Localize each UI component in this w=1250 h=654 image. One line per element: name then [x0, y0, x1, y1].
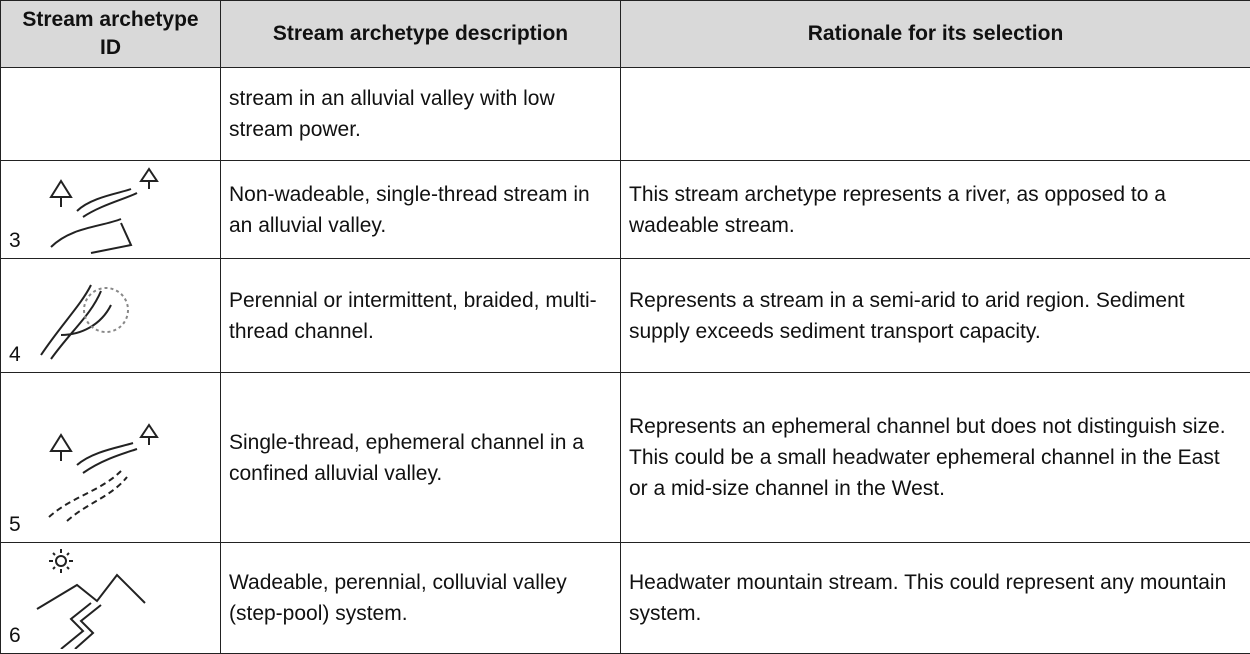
rationale-cell: Represents a stream in a semi-arid to ar… — [621, 259, 1250, 373]
header-cell: Stream archetype description — [221, 1, 621, 68]
row: 6 Wadeable, perennial, colluvial valley … — [1, 543, 1250, 654]
row: stream in an alluvial valley with low st… — [1, 68, 1250, 161]
rationale-cell: Headwater mountain stream. This could re… — [621, 543, 1250, 654]
header-row: Stream archetype ID Stream archetype des… — [1, 1, 1250, 68]
rationale-cell: This stream archetype represents a river… — [621, 161, 1250, 259]
description-cell: Perennial or intermittent, braided, mult… — [221, 259, 621, 373]
rationale-cell: Represents an ephemeral channel but does… — [621, 373, 1250, 543]
id-label: 5 — [9, 509, 21, 540]
ephemeral-icon — [21, 401, 171, 543]
header-cell: Rationale for its selection — [621, 1, 1250, 68]
mountain-icon — [21, 545, 171, 649]
id-cell: 5 — [1, 373, 221, 543]
row: 4 Perennial or intermittent, braided, mu… — [1, 259, 1250, 373]
description-cell: stream in an alluvial valley with low st… — [221, 68, 621, 161]
description-cell: Wadeable, perennial, colluvial valley (s… — [221, 543, 621, 654]
id-label: 4 — [9, 339, 21, 370]
row: 5 Single-thread, ephemeral channel in a … — [1, 373, 1250, 543]
id-cell: 4 — [1, 259, 221, 373]
id-cell: 6 — [1, 543, 221, 654]
stream-icon — [21, 167, 171, 255]
description-cell: Single-thread, ephemeral channel in a co… — [221, 373, 621, 543]
description-cell: Non-wadeable, single-thread stream in an… — [221, 161, 621, 259]
row: 3 Non-wadeable, single-thread stream in … — [1, 161, 1250, 259]
braided-icon — [21, 265, 171, 365]
id-label: 3 — [9, 225, 21, 256]
id-cell: 3 — [1, 161, 221, 259]
rationale-cell — [621, 68, 1250, 161]
id-label: 6 — [9, 620, 21, 651]
id-cell — [1, 68, 221, 161]
header-cell: Stream archetype ID — [1, 1, 221, 68]
